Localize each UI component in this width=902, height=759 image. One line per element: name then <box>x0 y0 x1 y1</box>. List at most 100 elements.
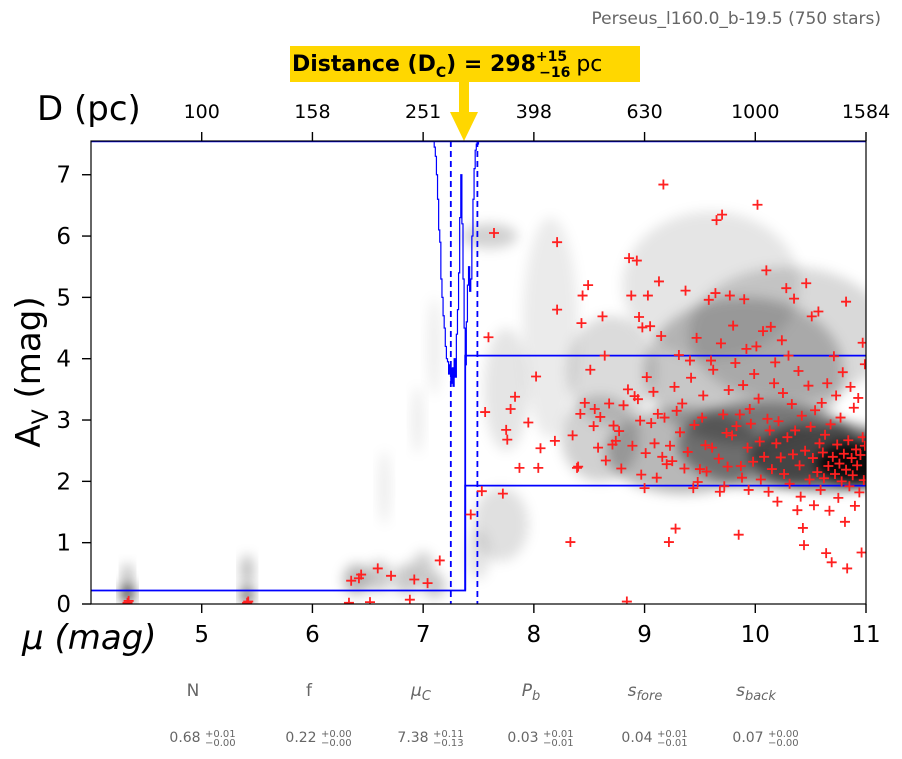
star-marker <box>621 596 632 604</box>
star-marker <box>818 473 829 484</box>
y-tick-label: 2 <box>56 469 71 495</box>
star-marker <box>758 326 769 337</box>
star-marker <box>851 444 862 455</box>
star-marker <box>741 343 752 354</box>
density-blob <box>241 554 253 586</box>
star-marker <box>476 486 487 497</box>
star-marker <box>565 537 576 548</box>
star-marker <box>614 426 625 437</box>
star-marker <box>631 255 642 266</box>
param-minus-error: −0.00 <box>321 738 352 749</box>
star-marker <box>652 408 663 419</box>
param-symbol: s <box>736 681 745 701</box>
star-marker <box>787 449 798 460</box>
star-marker <box>751 341 762 352</box>
star-marker <box>857 432 866 443</box>
star-marker <box>724 290 735 301</box>
param-name: Pb <box>522 681 541 704</box>
param-name: μC <box>410 681 432 704</box>
star-marker <box>692 476 703 487</box>
star-marker <box>761 265 772 276</box>
star-marker <box>772 496 783 507</box>
star-marker <box>404 594 415 604</box>
star-marker <box>825 419 836 430</box>
star-marker <box>859 359 866 370</box>
density-blob <box>423 573 446 598</box>
star-marker <box>842 563 853 574</box>
param-minus-error: −0.13 <box>433 738 464 749</box>
plot-frame <box>90 140 867 605</box>
star-marker <box>573 461 584 472</box>
star-marker <box>799 540 809 551</box>
star-marker <box>808 500 819 511</box>
star-marker <box>719 481 730 492</box>
star-marker <box>706 355 716 366</box>
posterior-step-line <box>433 141 480 387</box>
star-marker <box>624 253 635 264</box>
star-marker <box>835 412 846 423</box>
star-marker <box>801 278 812 289</box>
star-marker <box>552 304 563 315</box>
star-marker <box>859 440 866 451</box>
param-subscript: fore <box>636 689 662 704</box>
star-marker <box>828 351 839 362</box>
param-minus-error: −0.01 <box>543 738 574 749</box>
param-plus-error: +0.01 <box>205 729 236 740</box>
star-marker <box>841 296 852 307</box>
star-marker <box>824 505 835 516</box>
param-minus-error: −0.01 <box>657 738 688 749</box>
star-marker <box>731 421 742 432</box>
annotation-subv: −16 <box>539 65 570 81</box>
param-subscript: C <box>422 689 432 704</box>
star-marker <box>721 427 732 438</box>
star-marker <box>552 237 563 248</box>
star-marker <box>694 464 705 475</box>
star-marker <box>122 597 133 604</box>
star-marker <box>632 394 643 405</box>
y-tick-label: 3 <box>56 408 71 434</box>
star-marker <box>659 412 670 423</box>
star-marker <box>794 460 805 471</box>
star-marker <box>579 397 590 408</box>
star-marker <box>597 311 608 322</box>
star-marker <box>670 523 681 534</box>
star-marker <box>123 595 134 604</box>
star-marker <box>634 312 645 323</box>
star-marker <box>646 418 657 429</box>
star-marker <box>849 500 860 511</box>
star-marker <box>822 378 833 389</box>
star-marker <box>688 483 699 494</box>
star-marker <box>637 322 648 333</box>
star-marker <box>535 443 546 454</box>
star-marker <box>514 462 525 473</box>
star-marker <box>853 392 864 403</box>
star-marker <box>673 350 684 361</box>
star-marker <box>855 449 866 460</box>
star-marker <box>762 413 773 424</box>
star-marker <box>622 384 633 395</box>
x-tick-label: 8 <box>527 622 542 648</box>
param-value: 7.38 <box>397 730 428 746</box>
y-tick-label: 4 <box>56 347 71 373</box>
star-marker <box>497 488 508 499</box>
star-marker <box>759 451 770 462</box>
star-marker <box>831 390 842 401</box>
star-marker <box>838 448 849 459</box>
star-marker <box>343 597 354 604</box>
star-marker <box>599 350 610 361</box>
star-marker <box>600 455 611 466</box>
star-marker <box>648 386 659 397</box>
distance-arrow <box>450 82 478 141</box>
top-tick-label: 100 <box>184 101 220 123</box>
y-axis-label: AV (mag) <box>9 296 54 447</box>
star-marker <box>505 403 516 414</box>
star-marker <box>697 412 708 423</box>
param-name: N <box>187 681 200 701</box>
star-marker <box>665 440 676 451</box>
density-blob <box>412 386 424 454</box>
star-marker <box>830 468 840 479</box>
star-marker <box>841 464 852 475</box>
x-axis-top: 100 158 251 398 630 1000 1584 <box>184 101 890 141</box>
star-marker <box>701 466 712 477</box>
star-marker <box>821 548 832 559</box>
